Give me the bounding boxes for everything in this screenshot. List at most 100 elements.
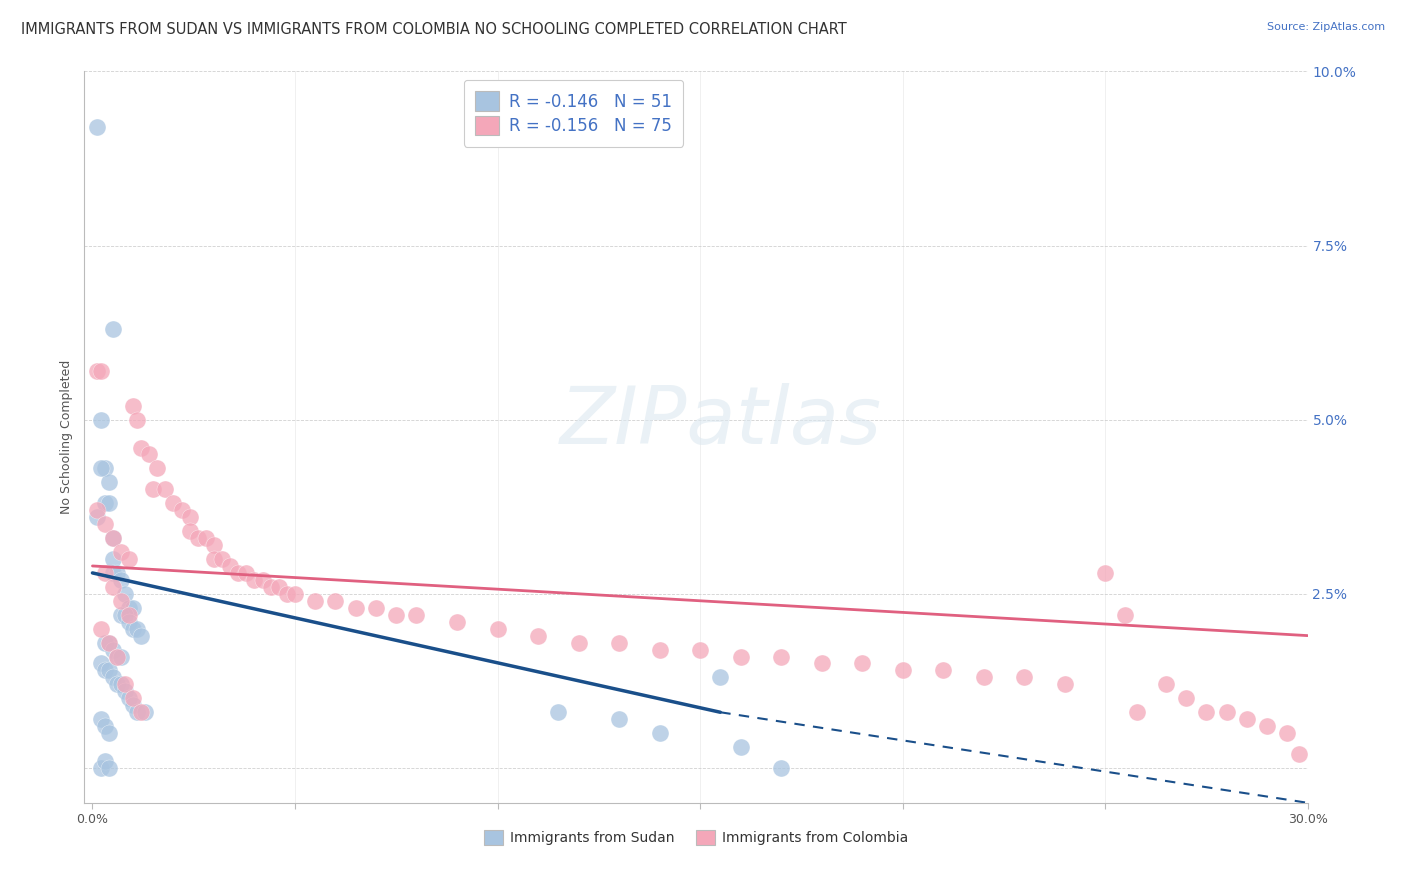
Point <box>118 600 141 615</box>
Point <box>97 635 120 649</box>
Point <box>122 399 145 413</box>
Point <box>125 622 148 636</box>
Point <box>93 664 115 678</box>
Point <box>730 649 752 664</box>
Point <box>110 594 132 608</box>
Point <box>101 531 124 545</box>
Point <box>118 615 141 629</box>
Point <box>446 615 468 629</box>
Point <box>101 566 124 580</box>
Text: ZIPatlas: ZIPatlas <box>560 384 882 461</box>
Point <box>90 364 112 378</box>
Point <box>179 524 201 538</box>
Point <box>851 657 873 671</box>
Point <box>219 558 242 573</box>
Point <box>709 670 731 684</box>
Point <box>1277 726 1299 740</box>
Point <box>235 566 257 580</box>
Point <box>252 573 274 587</box>
Point <box>194 531 217 545</box>
Point <box>1288 747 1310 761</box>
Point <box>125 705 148 719</box>
Point <box>129 441 152 455</box>
Point <box>114 607 136 622</box>
Point <box>344 600 367 615</box>
Point <box>93 566 115 580</box>
Point <box>97 635 120 649</box>
Point <box>93 754 115 768</box>
Point <box>648 642 671 657</box>
Point <box>405 607 427 622</box>
Point <box>567 635 589 649</box>
Point <box>101 642 124 657</box>
Point <box>1094 566 1116 580</box>
Point <box>97 496 120 510</box>
Point <box>146 461 169 475</box>
Point <box>129 629 152 643</box>
Point <box>125 412 148 426</box>
Point <box>170 503 193 517</box>
Point <box>122 691 145 706</box>
Point <box>260 580 283 594</box>
Point <box>90 412 112 426</box>
Point <box>891 664 914 678</box>
Point <box>1154 677 1177 691</box>
Point <box>769 761 792 775</box>
Point <box>114 587 136 601</box>
Point <box>284 587 307 601</box>
Point <box>101 322 124 336</box>
Point <box>973 670 995 684</box>
Point <box>769 649 792 664</box>
Text: Source: ZipAtlas.com: Source: ZipAtlas.com <box>1267 22 1385 32</box>
Point <box>155 483 177 497</box>
Point <box>86 510 108 524</box>
Point <box>86 503 108 517</box>
Point <box>114 677 136 691</box>
Point <box>118 691 141 706</box>
Point <box>97 475 120 490</box>
Point <box>1012 670 1035 684</box>
Point <box>90 622 112 636</box>
Legend: Immigrants from Sudan, Immigrants from Colombia: Immigrants from Sudan, Immigrants from C… <box>478 825 914 851</box>
Point <box>689 642 711 657</box>
Point <box>932 664 955 678</box>
Point <box>1175 691 1198 706</box>
Point <box>101 552 124 566</box>
Point <box>101 531 124 545</box>
Point <box>110 607 132 622</box>
Point <box>1215 705 1237 719</box>
Point <box>547 705 569 719</box>
Point <box>93 635 115 649</box>
Point <box>810 657 832 671</box>
Point <box>110 545 132 559</box>
Point <box>122 698 145 713</box>
Point <box>607 712 630 726</box>
Point <box>364 600 387 615</box>
Point <box>90 712 112 726</box>
Point <box>142 483 165 497</box>
Point <box>93 719 115 733</box>
Point <box>304 594 326 608</box>
Point <box>90 461 112 475</box>
Point <box>138 448 160 462</box>
Point <box>86 364 108 378</box>
Point <box>90 761 112 775</box>
Point <box>110 677 132 691</box>
Point <box>243 573 266 587</box>
Text: IMMIGRANTS FROM SUDAN VS IMMIGRANTS FROM COLOMBIA NO SCHOOLING COMPLETED CORRELA: IMMIGRANTS FROM SUDAN VS IMMIGRANTS FROM… <box>21 22 846 37</box>
Point <box>162 496 184 510</box>
Point <box>607 635 630 649</box>
Point <box>105 677 128 691</box>
Point <box>122 622 145 636</box>
Point <box>105 566 128 580</box>
Point <box>105 649 128 664</box>
Point <box>1053 677 1076 691</box>
Point <box>1114 607 1136 622</box>
Point <box>118 607 141 622</box>
Point <box>1195 705 1218 719</box>
Point <box>97 664 120 678</box>
Point <box>93 461 115 475</box>
Y-axis label: No Schooling Completed: No Schooling Completed <box>59 360 73 514</box>
Point <box>187 531 209 545</box>
Point <box>202 552 225 566</box>
